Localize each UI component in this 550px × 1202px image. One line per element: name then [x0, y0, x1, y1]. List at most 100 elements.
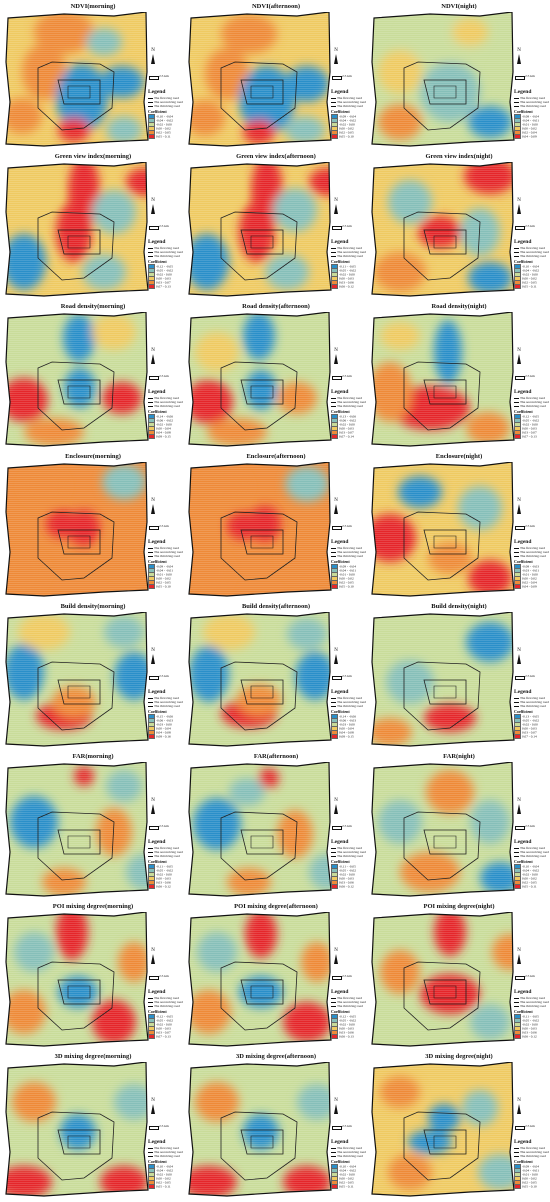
north-label: N: [334, 48, 338, 53]
legend: Legend The first ring road The second ring…: [148, 839, 183, 897]
scale-label: 2.5 km: [342, 224, 352, 228]
scale-bar: 2.5 km: [149, 672, 179, 680]
legend-road-label: The first ring road: [520, 96, 545, 100]
legend-class-label: -0.13 - -0.06: [339, 414, 356, 419]
legend-class-label: -0.01 - 0.00: [339, 572, 355, 577]
legend-class-label: 0.02 - 0.05: [156, 580, 171, 585]
north-arrow-icon: [151, 54, 155, 64]
legend-title: Legend: [514, 389, 532, 395]
study-area-boundary: [371, 612, 515, 747]
legend-road-label: The third ring road: [154, 404, 180, 408]
legend-class-label: -0.06 - -0.03: [339, 718, 356, 723]
legend: Legend The first ring road The second ring…: [148, 539, 183, 597]
legend-swatch: [148, 584, 155, 589]
coefficient-map: [5, 312, 149, 447]
first-ring-road: [67, 985, 91, 999]
third-ring-road: [220, 61, 298, 131]
road-line-icon: [514, 247, 519, 249]
panel-title: FAR(night): [443, 753, 475, 760]
legend-class-label: 0.05 - 0.10: [339, 134, 354, 139]
road-line-icon: [331, 247, 336, 249]
road-line-icon: [148, 1147, 153, 1149]
legend-road-item: The second ring road: [514, 400, 549, 404]
road-line-icon: [331, 101, 336, 103]
legend-road-item: The third ring road: [514, 1004, 548, 1008]
legend-road-item: The second ring road: [148, 1000, 183, 1004]
map-panel: FAR(night) N 2.5 km Legend The first ring ro…: [370, 752, 549, 900]
legend-class-item: 0.08 - 0.15: [331, 734, 365, 739]
legend-class-item: 0.06 - 0.12: [331, 884, 365, 889]
legend-coefficient-label: Coefficient: [148, 559, 167, 564]
scale-bar-graphic: [149, 1126, 159, 1130]
second-ring-road: [57, 529, 101, 555]
legend-road-item: The second ring road: [148, 550, 183, 554]
legend-class-item: 0.05 - 0.11: [148, 1184, 182, 1189]
legend-road-item: The first ring road: [331, 396, 365, 400]
legend-road-item: The third ring road: [331, 1004, 365, 1008]
coefficient-map: [188, 162, 332, 297]
study-area-boundary: [5, 1062, 149, 1197]
legend-class-label: -0.10 - -0.04: [339, 1164, 356, 1169]
first-ring-road: [433, 85, 457, 99]
legend-class-item: 0.05 - 0.11: [148, 134, 182, 139]
second-ring-road: [57, 229, 101, 255]
legend-class-label: -0.05 - -0.02: [522, 1018, 539, 1023]
legend-class-label: -0.02 - 0.00: [522, 422, 538, 427]
legend-class-label: -0.05 - -0.02: [156, 268, 173, 273]
legend-road-item: The second ring road: [514, 550, 549, 554]
scale-bar-graphic: [515, 526, 525, 530]
legend-swatch: [514, 884, 521, 889]
legend-road-label: The first ring road: [337, 696, 362, 700]
legend-class-label: 0.00 - 0.04: [339, 726, 354, 731]
study-area-boundary: [188, 1062, 332, 1197]
legend-road-item: The second ring road: [148, 250, 183, 254]
legend-title: Legend: [514, 239, 532, 245]
legend-road-label: The third ring road: [337, 404, 363, 408]
map-panel: NDVI(night) N 2.5 km Legend The first ring r…: [370, 2, 549, 150]
panel-title: 3D mixing degree(night): [425, 1053, 493, 1060]
scale-bar-graphic: [332, 826, 342, 830]
road-line-icon: [514, 405, 519, 407]
north-label: N: [334, 198, 338, 203]
study-area-boundary: [5, 912, 149, 1047]
legend-class-item: 0.07 - 0.14: [514, 734, 548, 739]
scale-bar: 2.5 km: [332, 972, 362, 980]
legend-road-label: The third ring road: [520, 554, 546, 558]
study-area-boundary: [188, 912, 332, 1047]
second-ring-road: [240, 379, 284, 405]
scale-label: 2.5 km: [342, 374, 352, 378]
legend-road-label: The first ring road: [520, 546, 545, 550]
legend-class-label: -0.03 - 0.00: [156, 722, 172, 727]
scale-label: 2.5 km: [342, 674, 352, 678]
north-arrow-icon: [517, 954, 521, 964]
map-panel: Road density(morning) N 2.5 km Legend The fi…: [4, 302, 183, 450]
scale-label: 2.5 km: [525, 224, 535, 228]
legend-class-item: 0.05 - 0.10: [331, 134, 365, 139]
panel-title: NDVI(afternoon): [251, 3, 301, 10]
road-line-icon: [331, 997, 336, 999]
second-ring-road: [423, 679, 467, 705]
legend-road-label: The second ring road: [520, 550, 549, 554]
road-line-icon: [514, 105, 519, 107]
second-ring-road: [57, 829, 101, 855]
panel-title: Enclosure(morning): [65, 453, 121, 460]
legend-class-label: -0.02 - 0.00: [156, 272, 172, 277]
legend-road-label: The second ring road: [154, 850, 183, 854]
scale-bar: 2.5 km: [332, 822, 362, 830]
road-line-icon: [148, 697, 153, 699]
map-panel-grid: NDVI(morning) N 2.5 km Legend The first ring…: [4, 2, 549, 1200]
legend-title: Legend: [148, 239, 166, 245]
legend-coefficient-label: Coefficient: [331, 1009, 350, 1014]
legend-class-label: 0.02 - 0.05: [522, 1180, 537, 1185]
first-ring-road: [67, 835, 91, 849]
north-label: N: [151, 798, 155, 803]
north-label: N: [517, 48, 521, 53]
third-ring-road: [37, 511, 115, 581]
scale-bar: 2.5 km: [332, 522, 362, 530]
legend-class-label: 0.00 - 0.02: [156, 576, 171, 581]
legend-class-label: 0.03 - 0.06: [339, 1030, 354, 1035]
legend-road-item: The first ring road: [148, 1146, 182, 1150]
third-ring-road: [37, 61, 115, 131]
legend-road-label: The first ring road: [154, 696, 179, 700]
legend-class-label: -0.10 - -0.04: [156, 114, 173, 119]
